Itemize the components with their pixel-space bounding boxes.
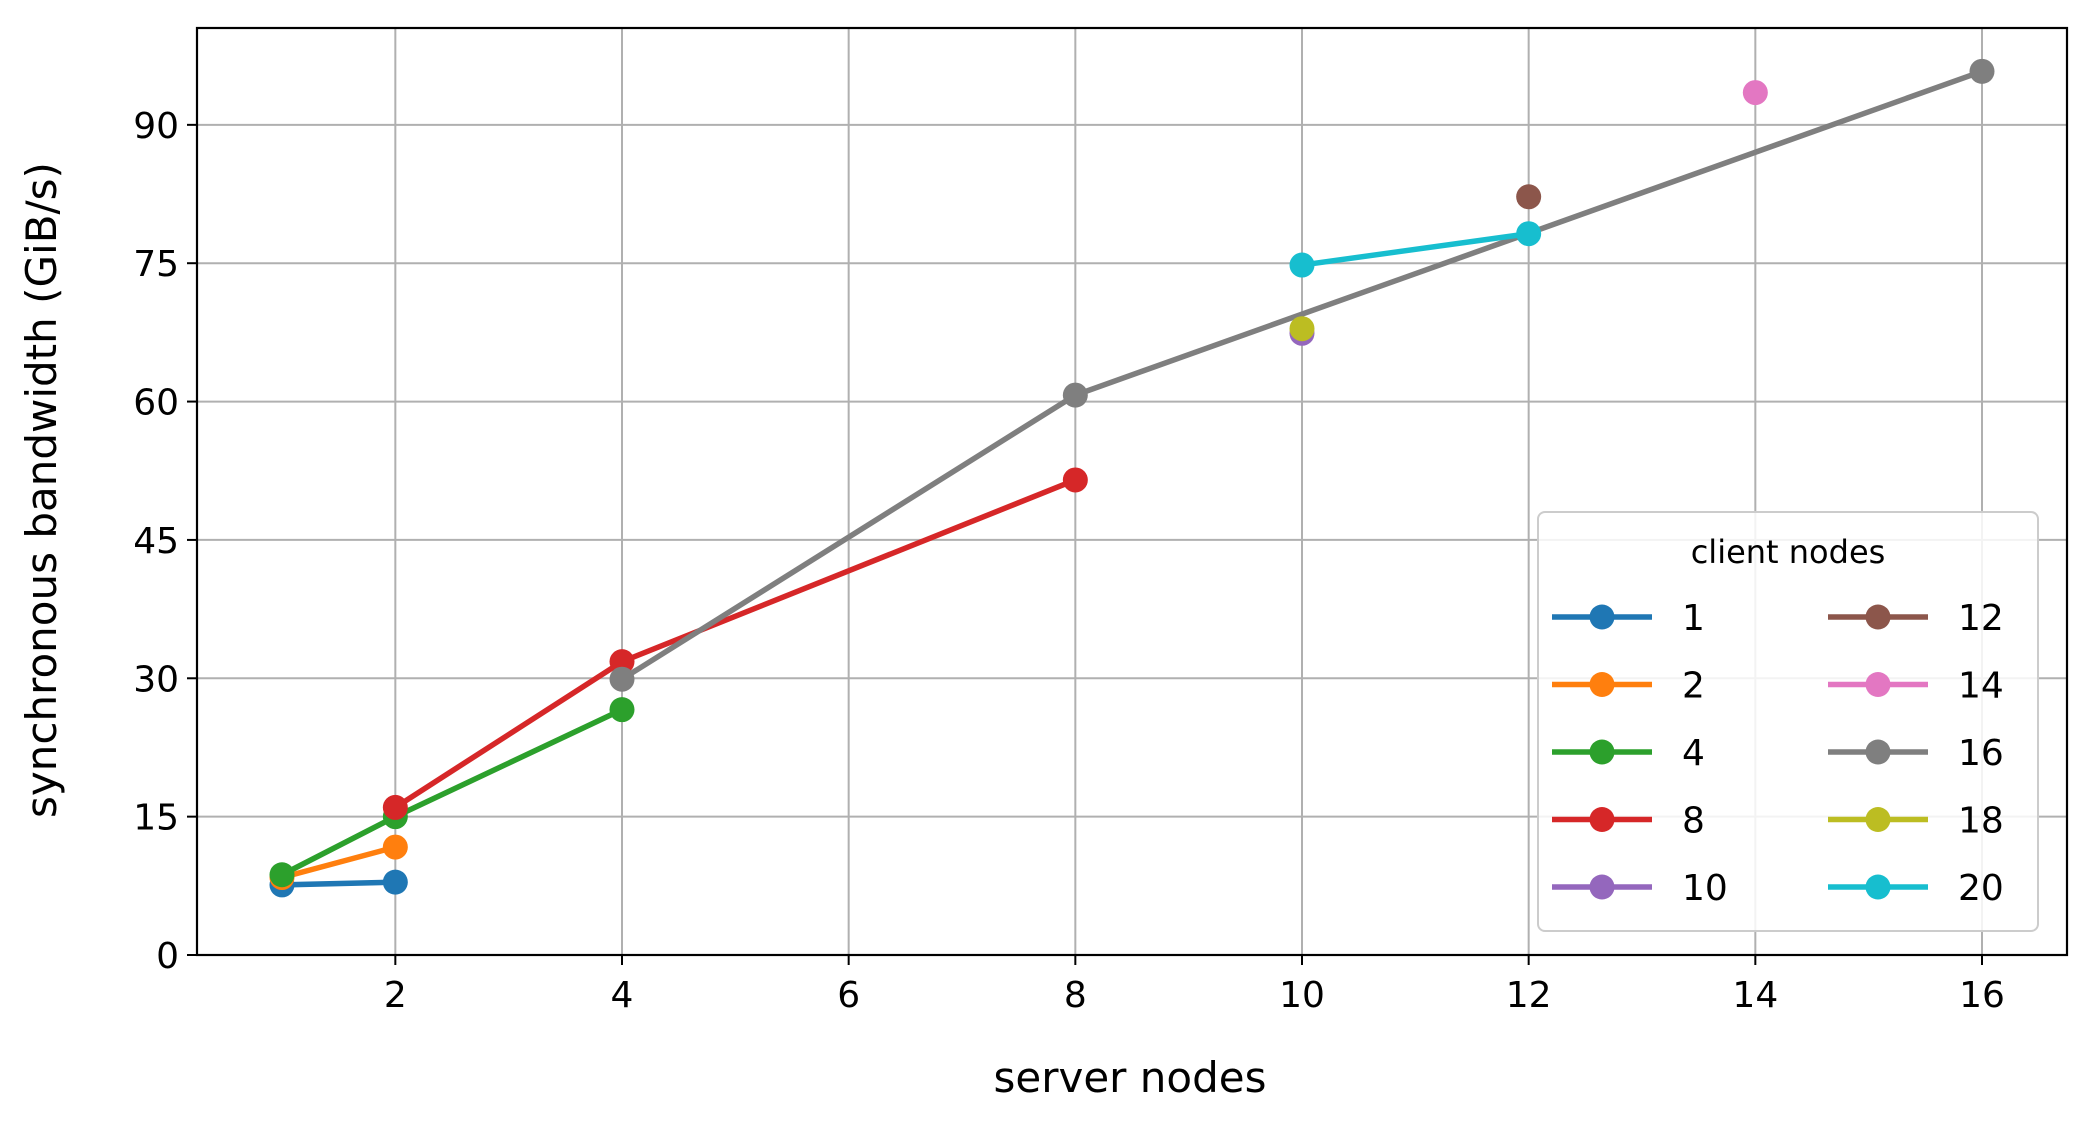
series-12 — [1516, 184, 1542, 210]
series-line-4 — [278, 705, 626, 879]
legend-label: 4 — [1682, 733, 1705, 774]
y-tick-label: 30 — [133, 659, 179, 700]
legend-label: 18 — [1958, 801, 2004, 842]
legend-entry-10: 10 — [1552, 868, 1728, 909]
x-tick-label: 10 — [1279, 975, 1325, 1016]
data-point-16 — [609, 666, 635, 692]
y-axis-label: synchronous bandwidth (GiB/s) — [17, 162, 66, 818]
data-point-20 — [1289, 252, 1315, 278]
legend-swatch-marker — [1589, 672, 1615, 697]
legend-label: 16 — [1958, 733, 2004, 774]
x-tick-label: 12 — [1506, 975, 1552, 1016]
legend-swatch-marker — [1865, 604, 1891, 630]
data-point-8 — [609, 649, 635, 675]
legend-swatch-marker — [1865, 672, 1891, 697]
y-tick-label: 45 — [133, 521, 179, 562]
legend-entry-16: 16 — [1828, 733, 2004, 774]
x-axis-label: server nodes — [994, 1053, 1267, 1102]
legend-label: 2 — [1682, 666, 1705, 707]
x-tick-label: 8 — [1064, 975, 1087, 1016]
plot-frame — [195, 26, 2069, 957]
legend-swatch-marker — [1589, 874, 1615, 900]
legend-swatch-marker — [1589, 739, 1615, 765]
legend-label: 8 — [1682, 801, 1705, 842]
series-18 — [1289, 316, 1315, 342]
series-line-20 — [1298, 230, 1532, 269]
data-point-16 — [1969, 58, 1995, 84]
y-tick-label: 90 — [133, 106, 179, 147]
data-point-4 — [609, 697, 635, 723]
data-point-18 — [1289, 316, 1315, 342]
legend-swatch-marker — [1589, 807, 1615, 832]
legend-entry-18: 18 — [1828, 801, 2004, 842]
data-point-12 — [1516, 184, 1542, 210]
data-point-8 — [382, 794, 408, 820]
legend-label: 1 — [1682, 598, 1705, 639]
series-4 — [269, 697, 635, 888]
legend-label: 20 — [1958, 868, 2004, 909]
plot-series — [269, 58, 1995, 898]
data-point-1 — [382, 869, 408, 895]
legend-swatch-marker — [1589, 604, 1615, 630]
legend-entry-20: 20 — [1828, 868, 2004, 909]
legend-label: 10 — [1682, 868, 1728, 909]
legend-entry-1: 1 — [1552, 598, 1705, 639]
data-point-20 — [1516, 221, 1542, 247]
x-tick-label: 16 — [1959, 975, 2005, 1016]
series-line-2 — [278, 843, 399, 881]
legend-swatch-marker — [1865, 807, 1891, 832]
legend-swatch-marker — [1865, 874, 1891, 900]
data-point-4 — [269, 862, 295, 888]
y-tick-label: 60 — [133, 383, 179, 424]
x-tick-label: 14 — [1732, 975, 1778, 1016]
legend-swatch-marker — [1865, 739, 1891, 765]
legend-entry-2: 2 — [1552, 666, 1705, 707]
legend-title: client nodes — [1691, 533, 1886, 571]
series-20 — [1289, 221, 1542, 278]
series-16 — [609, 58, 1995, 692]
legend-label: 12 — [1958, 598, 2004, 639]
x-tick-label: 4 — [611, 975, 634, 1016]
y-tick-label: 0 — [156, 936, 179, 977]
legend-label: 14 — [1958, 666, 2004, 707]
x-tick-label: 2 — [384, 975, 407, 1016]
y-tick-label: 15 — [133, 798, 179, 839]
legend-entry-12: 12 — [1828, 598, 2004, 639]
series-line-8 — [391, 476, 1079, 812]
data-point-16 — [1062, 382, 1088, 408]
series-14 — [1742, 80, 1768, 106]
series-line-1 — [279, 879, 399, 888]
x-tick-label: 6 — [837, 975, 860, 1016]
data-point-2 — [382, 834, 408, 860]
data-point-14 — [1742, 80, 1768, 106]
series-8 — [382, 467, 1088, 820]
legend-entry-4: 4 — [1552, 733, 1705, 774]
y-tick-label: 75 — [133, 244, 179, 285]
legend-entry-14: 14 — [1828, 666, 2004, 707]
legend-entry-8: 8 — [1552, 801, 1705, 842]
data-point-8 — [1062, 467, 1088, 493]
